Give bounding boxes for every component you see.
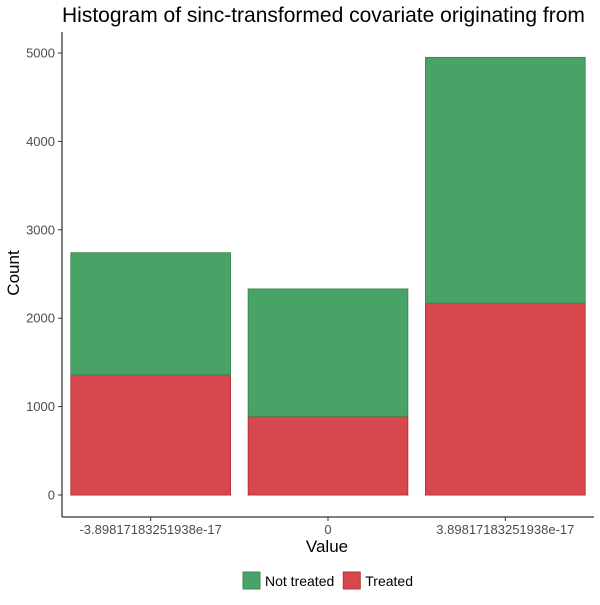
legend-key-not-treated	[242, 571, 261, 590]
legend-label-treated: Treated	[365, 573, 413, 589]
y-tick-label: 2000	[26, 311, 55, 326]
y-tick-label: 5000	[26, 46, 55, 61]
chart-title: Histogram of sinc-transformed covariate …	[62, 4, 585, 27]
bar-treated-2	[425, 302, 586, 496]
legend-key-treated	[342, 571, 361, 590]
bar-not-treated-0	[70, 252, 231, 376]
y-tick-label: 4000	[26, 134, 55, 149]
x-tick-label: 0	[324, 522, 331, 537]
y-tick-label: 0	[48, 488, 55, 503]
axes-layer: 0 1000 2000 3000 4000 5000 -3.89817183251938e-…	[26, 32, 594, 537]
x-tick-label: -3.89817183251938e-17	[79, 522, 221, 537]
legend: Not treated Treated	[242, 571, 413, 590]
y-tick-label: 3000	[26, 222, 55, 237]
bar-treated-0	[70, 374, 231, 496]
bar-not-treated-2	[425, 56, 586, 304]
x-tick-label: 3.89817183251938e-17	[436, 522, 574, 537]
bar-treated-1	[247, 415, 409, 496]
bars-layer	[70, 56, 586, 496]
y-tick-label: 1000	[26, 399, 55, 414]
bar-not-treated-1	[247, 288, 409, 417]
y-axis-title: Count	[4, 250, 23, 296]
x-axis-title: Value	[306, 537, 348, 556]
legend-label-not-treated: Not treated	[265, 573, 334, 589]
